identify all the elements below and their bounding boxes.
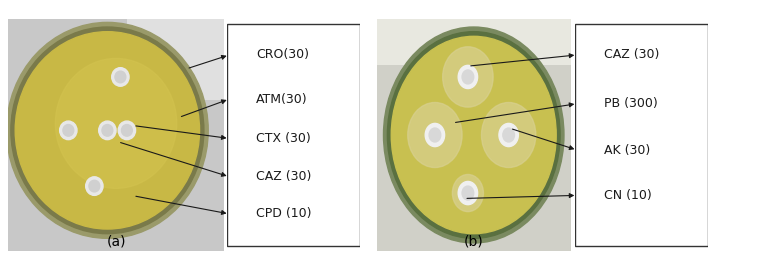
Circle shape	[425, 123, 444, 147]
Text: CAZ (30): CAZ (30)	[604, 48, 659, 61]
Text: CRO(30): CRO(30)	[256, 48, 309, 61]
Circle shape	[384, 27, 564, 243]
Text: CTX (30): CTX (30)	[256, 132, 310, 145]
Text: PB (300): PB (300)	[604, 97, 658, 110]
Circle shape	[15, 32, 199, 229]
Circle shape	[452, 174, 483, 212]
Text: (b): (b)	[464, 235, 483, 249]
Circle shape	[408, 103, 462, 167]
Circle shape	[89, 180, 100, 192]
Circle shape	[56, 58, 177, 188]
Circle shape	[112, 68, 129, 86]
Circle shape	[118, 121, 135, 140]
Circle shape	[7, 22, 209, 238]
Circle shape	[122, 124, 132, 136]
Text: CPD (10): CPD (10)	[256, 207, 311, 220]
Circle shape	[458, 181, 478, 205]
Circle shape	[99, 121, 116, 140]
Circle shape	[499, 123, 518, 147]
Circle shape	[429, 128, 441, 142]
Text: CAZ (30): CAZ (30)	[256, 170, 311, 183]
FancyBboxPatch shape	[575, 23, 708, 247]
Circle shape	[11, 27, 204, 234]
Circle shape	[63, 124, 74, 136]
Circle shape	[102, 124, 113, 136]
Circle shape	[387, 32, 560, 238]
Text: AK (30): AK (30)	[604, 144, 650, 157]
FancyBboxPatch shape	[227, 23, 360, 247]
Text: (a): (a)	[107, 235, 126, 249]
Circle shape	[503, 128, 514, 142]
Circle shape	[458, 65, 478, 89]
Circle shape	[59, 121, 77, 140]
Circle shape	[443, 47, 493, 107]
Text: CN (10): CN (10)	[604, 189, 651, 202]
Circle shape	[462, 70, 473, 84]
Circle shape	[482, 103, 536, 167]
Text: ATM(30): ATM(30)	[256, 93, 307, 106]
Circle shape	[462, 186, 473, 200]
Bar	[127, 19, 224, 100]
Circle shape	[115, 71, 126, 83]
Bar	[377, 19, 571, 65]
Circle shape	[391, 36, 556, 234]
Circle shape	[86, 177, 103, 195]
